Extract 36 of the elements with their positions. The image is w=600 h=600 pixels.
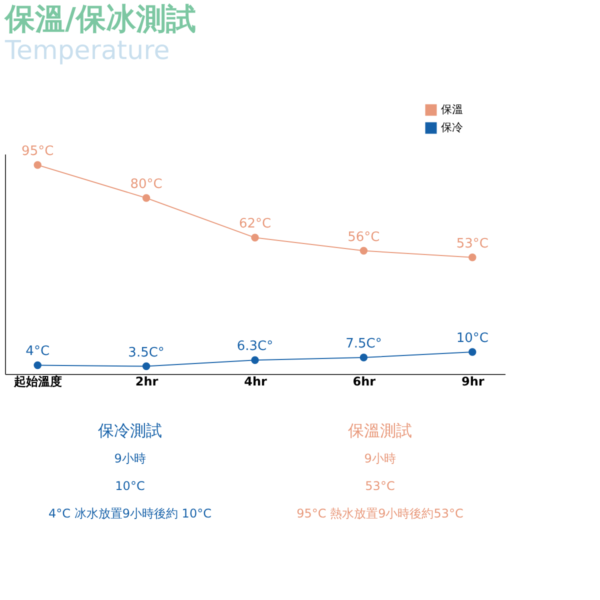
legend-label: 保溫 <box>441 103 463 116</box>
data-label: 80°C <box>130 177 162 192</box>
point <box>360 354 368 362</box>
x-tick-label: 2hr <box>135 374 158 388</box>
chart-title: 保溫/保冰測試 <box>4 2 196 37</box>
point <box>360 246 368 255</box>
point <box>142 362 150 370</box>
x-tick-label: 6hr <box>352 374 376 388</box>
data-label: 56°C <box>348 230 380 245</box>
text: 9小時 <box>364 451 396 466</box>
point <box>468 254 476 262</box>
x-tick-label: 4hr <box>244 374 267 388</box>
data-label: 10°C <box>456 331 488 346</box>
text: 9小時 <box>114 451 146 466</box>
data-label: 4°C <box>26 344 50 360</box>
point <box>251 234 259 242</box>
data-label: 95°C <box>22 144 54 159</box>
point <box>468 348 476 356</box>
legend-label: 保冷 <box>441 121 463 134</box>
data-label: 6.3C° <box>236 339 274 354</box>
point <box>251 356 259 364</box>
text: 4°C 冰水放置9小時後約 10°C <box>48 506 212 520</box>
text: 53°C <box>365 478 395 493</box>
text: 保溫測試 <box>348 420 412 440</box>
point <box>34 161 42 169</box>
x-tick-label: 起始溫度 <box>13 374 62 388</box>
data-label: 3.5C° <box>128 345 164 360</box>
x-tick-label: 9hr <box>461 374 484 388</box>
data-label: 53°C <box>456 236 488 252</box>
text: 95°C 熱水放置9小時後約53°C <box>296 506 464 520</box>
point <box>142 194 150 202</box>
point <box>34 361 42 370</box>
data-label: 7.5C° <box>346 336 382 352</box>
text: 10°C <box>115 478 145 493</box>
data-label: 62°C <box>238 216 272 232</box>
text: 保冷測試 <box>98 420 162 440</box>
